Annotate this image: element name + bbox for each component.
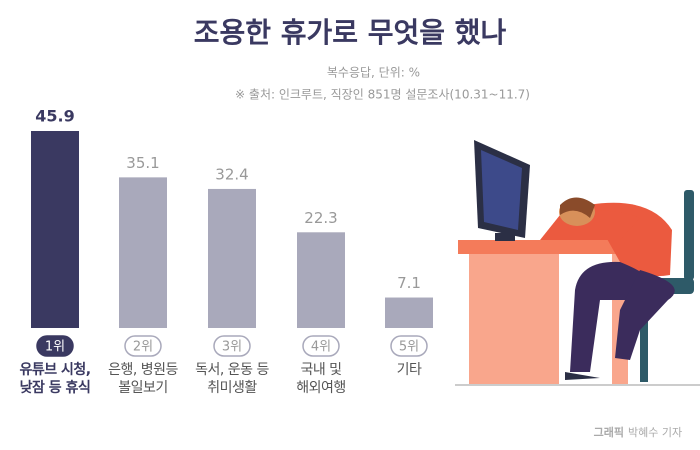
subtitle: 복수응답, 단위: % — [327, 66, 420, 80]
rank-badge — [302, 335, 340, 357]
x-tick-label: 은행, 병원등 볼일보기 — [108, 362, 178, 396]
x-tick-label: 독서, 운동 등 취미생활 — [195, 362, 269, 396]
value-label: 22.3 — [304, 209, 337, 227]
x-tick-label: 기타 — [396, 362, 422, 378]
rank-label: 3위 — [222, 340, 242, 355]
bar — [297, 232, 345, 328]
bar — [31, 131, 79, 328]
source: ※ 출처: 인크루트, 직장인 851명 설문조사(10.31~11.7) — [235, 88, 530, 102]
value-label: 45.9 — [35, 107, 74, 126]
rank-label: 2위 — [133, 340, 153, 355]
rank-badge — [124, 335, 162, 357]
x-tick-label: 유튜브 시청, 낮잠 등 휴식 — [19, 362, 91, 396]
rank-badge — [213, 335, 251, 357]
credit-label: 그래픽 — [594, 425, 624, 439]
bar — [385, 297, 433, 328]
bar — [119, 177, 167, 328]
rank-badge — [390, 335, 428, 357]
bar — [208, 188, 256, 328]
rank-label: 1위 — [45, 340, 65, 355]
chart-title: 조용한 휴가로 무엇을 했나 — [194, 16, 507, 49]
value-label: 35.1 — [126, 154, 159, 172]
value-label: 32.4 — [215, 165, 248, 183]
rank-label: 4위 — [311, 340, 331, 355]
illustration — [455, 140, 700, 386]
rank-label: 5위 — [399, 340, 419, 355]
value-label: 7.1 — [397, 274, 421, 292]
credit-name: 박혜수 기자 — [628, 426, 682, 439]
rank-badge — [36, 335, 74, 357]
x-tick-label: 국내 및 해외여행 — [296, 362, 346, 396]
